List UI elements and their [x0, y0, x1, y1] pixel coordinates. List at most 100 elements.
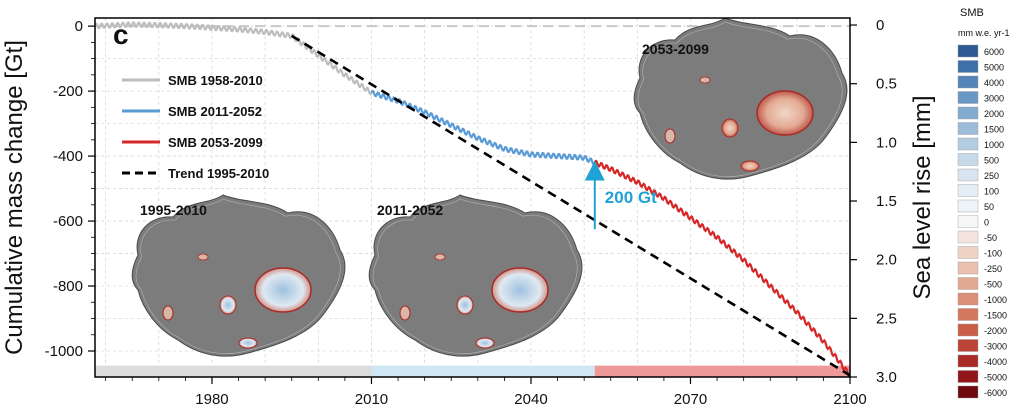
colorbar-label: 3000 [984, 94, 1004, 104]
glacier-patch [254, 267, 312, 313]
colorbar-label: 50 [984, 202, 994, 212]
colorbar-swatch [957, 292, 979, 306]
glacier-patch [197, 253, 209, 261]
colorbar-swatch [957, 184, 979, 197]
colorbar-label: 5000 [984, 63, 1004, 73]
legend-label: SMB 1958-2010 [168, 73, 263, 88]
colorbar-swatch [957, 137, 979, 151]
colorbar-label: -100 [984, 249, 1002, 259]
period-bars [95, 365, 850, 377]
colorbar-swatch [957, 323, 979, 337]
colorbar-label: 500 [984, 156, 999, 166]
colorbar-label: -3000 [984, 342, 1007, 352]
glacier-patch [238, 337, 258, 349]
right-y-tick-label: 3.0 [876, 369, 897, 386]
y-tick-label: 0 [75, 18, 83, 35]
x-tick-label: 2070 [674, 391, 707, 408]
colorbar-label: 0 [984, 218, 989, 228]
x-tick-label: 2100 [833, 391, 866, 408]
iceland-map [633, 17, 848, 180]
colorbar-swatch [957, 277, 979, 290]
colorbar-label: -2000 [984, 326, 1007, 336]
legend-label: Trend 1995-2010 [168, 166, 269, 181]
colorbar-swatch [957, 230, 979, 244]
series-lines [93, 21, 851, 378]
colorbar-label: -1000 [984, 295, 1007, 305]
legend: SMB 1958-2010 SMB 2011-2052 SMB 2053-2099 T… [122, 73, 269, 181]
axes: 1980 2010 2040 2070 2100 0 -200 -400 -600 -800 -10… [1, 17, 936, 408]
glacier-patch [699, 76, 711, 84]
colorbar-swatch [957, 385, 979, 399]
glacier-patch [756, 90, 814, 136]
colorbar-label: 4000 [984, 78, 1004, 88]
colorbar-swatch [957, 106, 979, 120]
colorbar-swatch [957, 122, 979, 135]
right-y-tick-label: 1.5 [876, 193, 897, 210]
colorbar-swatch [957, 215, 979, 228]
colorbar-swatch [957, 339, 979, 352]
map-label: 2011-2052 [377, 202, 443, 218]
right-y-tick-label: 2.0 [876, 252, 897, 269]
x-tick-label: 1980 [195, 391, 228, 408]
colorbar-label: -500 [984, 280, 1002, 290]
glacier-patch [219, 295, 237, 315]
map-insets: 1995-2010 2011-2052 2053-2099 [131, 17, 848, 357]
annotation-label: 200 Gt [605, 188, 657, 207]
iceland-map [131, 194, 346, 357]
colorbar-label: 1000 [984, 140, 1004, 150]
colorbar-swatch [957, 370, 979, 383]
colorbar-swatch [957, 199, 979, 213]
x-tick-label: 2010 [355, 391, 388, 408]
series-line [593, 159, 851, 378]
colorbar-label: -1500 [984, 311, 1007, 321]
colorbar-label: 2000 [984, 109, 1004, 119]
y-tick-label: -200 [53, 83, 83, 100]
colorbar-label: 6000 [984, 47, 1004, 57]
colorbar-swatch [957, 44, 979, 58]
colorbar-unit: mm w.e. yr-1 [958, 28, 1010, 38]
colorbar-swatch [957, 91, 979, 104]
series-line [291, 34, 851, 377]
glacier-patch [162, 305, 174, 321]
colorbar-label: 1500 [984, 125, 1004, 135]
period-bar [594, 365, 850, 377]
colorbar-label: 250 [984, 171, 999, 181]
panel-label: c [113, 19, 129, 50]
x-tick-label: 2040 [514, 391, 547, 408]
glacier-patch [456, 295, 474, 315]
colorbar-swatch [957, 168, 979, 182]
series-line [370, 89, 596, 166]
legend-label: SMB 2011-2052 [168, 104, 262, 119]
period-bar [371, 365, 595, 377]
colorbar-swatch [957, 261, 979, 275]
glacier-patch [740, 160, 760, 172]
plot-frame [94, 17, 851, 378]
colorbar-label: -4000 [984, 357, 1007, 367]
y-tick-label: -800 [53, 278, 83, 295]
map-inset [368, 194, 583, 357]
right-y-tick-label: 1.0 [876, 134, 897, 151]
y-tick-label: -600 [53, 213, 83, 230]
period-bar [95, 365, 372, 377]
series-line [93, 21, 373, 96]
colorbar-label: 100 [984, 187, 999, 197]
colorbar-swatch [957, 75, 979, 89]
colorbar-swatch [957, 354, 979, 368]
y-tick-label: -1000 [45, 343, 83, 360]
colorbar-swatch [957, 308, 979, 321]
terrain-shading [637, 21, 843, 177]
terrain-shading [135, 198, 341, 354]
terrain-shading [372, 198, 578, 354]
map-label: 2053-2099 [642, 41, 709, 57]
colorbar-label: -5000 [984, 373, 1007, 383]
map-label: 1995-2010 [140, 202, 207, 218]
colorbar-label: -6000 [984, 388, 1007, 398]
y-axis-title: Cumulative mass change [Gt] [1, 40, 28, 355]
legend-label: SMB 2053-2099 [168, 135, 263, 150]
y-tick-label: -400 [53, 148, 83, 165]
colorbar-label: -50 [984, 233, 997, 243]
iceland-map [368, 194, 583, 357]
colorbar-swatch [957, 153, 979, 166]
